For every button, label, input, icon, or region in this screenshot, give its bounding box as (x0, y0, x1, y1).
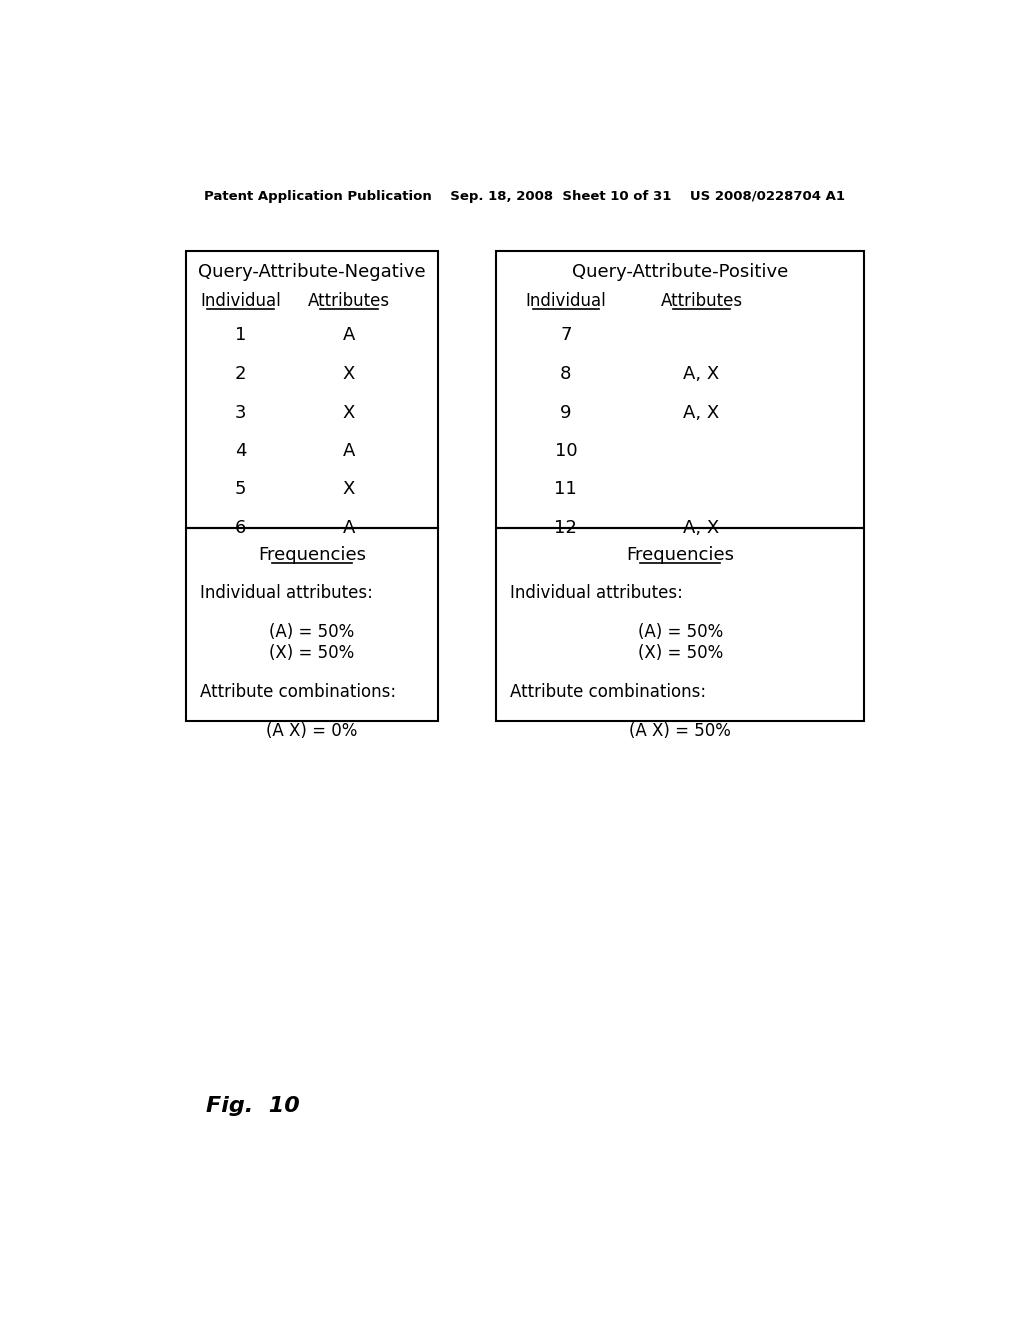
Text: Query-Attribute-Positive: Query-Attribute-Positive (572, 263, 788, 281)
Text: 6: 6 (234, 519, 246, 537)
Text: 2: 2 (234, 366, 246, 383)
Text: A: A (343, 519, 355, 537)
Text: 8: 8 (560, 366, 571, 383)
Text: Attributes: Attributes (660, 292, 742, 310)
Text: A: A (343, 326, 355, 345)
Text: Individual: Individual (525, 292, 606, 310)
Text: (A) = 50%: (A) = 50% (269, 623, 354, 642)
Text: 9: 9 (560, 404, 571, 421)
Text: 4: 4 (234, 442, 246, 459)
Text: Fig.  10: Fig. 10 (206, 1096, 299, 1115)
Text: Individual attributes:: Individual attributes: (510, 585, 683, 602)
Text: Frequencies: Frequencies (258, 546, 366, 564)
Text: Query-Attribute-Negative: Query-Attribute-Negative (199, 263, 426, 281)
Text: 12: 12 (554, 519, 578, 537)
Text: Frequencies: Frequencies (627, 546, 734, 564)
Text: Individual attributes:: Individual attributes: (200, 585, 373, 602)
Text: X: X (343, 366, 355, 383)
Text: 5: 5 (234, 480, 246, 499)
Text: A, X: A, X (683, 366, 720, 383)
Text: (X) = 50%: (X) = 50% (269, 644, 354, 661)
Text: X: X (343, 404, 355, 421)
Text: A, X: A, X (683, 404, 720, 421)
Text: (A X) = 0%: (A X) = 0% (266, 722, 357, 739)
Text: A: A (343, 442, 355, 459)
Text: 3: 3 (234, 404, 246, 421)
Text: A, X: A, X (683, 519, 720, 537)
Text: (A) = 50%: (A) = 50% (638, 623, 723, 642)
Text: Attribute combinations:: Attribute combinations: (200, 682, 396, 701)
Text: X: X (343, 480, 355, 499)
Text: (A X) = 50%: (A X) = 50% (630, 722, 731, 739)
Text: 7: 7 (560, 326, 571, 345)
Text: Attribute combinations:: Attribute combinations: (510, 682, 707, 701)
Text: Individual: Individual (200, 292, 281, 310)
Text: 10: 10 (555, 442, 578, 459)
Text: (X) = 50%: (X) = 50% (638, 644, 723, 661)
Text: 1: 1 (234, 326, 246, 345)
Text: Patent Application Publication    Sep. 18, 2008  Sheet 10 of 31    US 2008/02287: Patent Application Publication Sep. 18, … (205, 190, 845, 203)
Text: 11: 11 (555, 480, 578, 499)
Text: Attributes: Attributes (308, 292, 390, 310)
